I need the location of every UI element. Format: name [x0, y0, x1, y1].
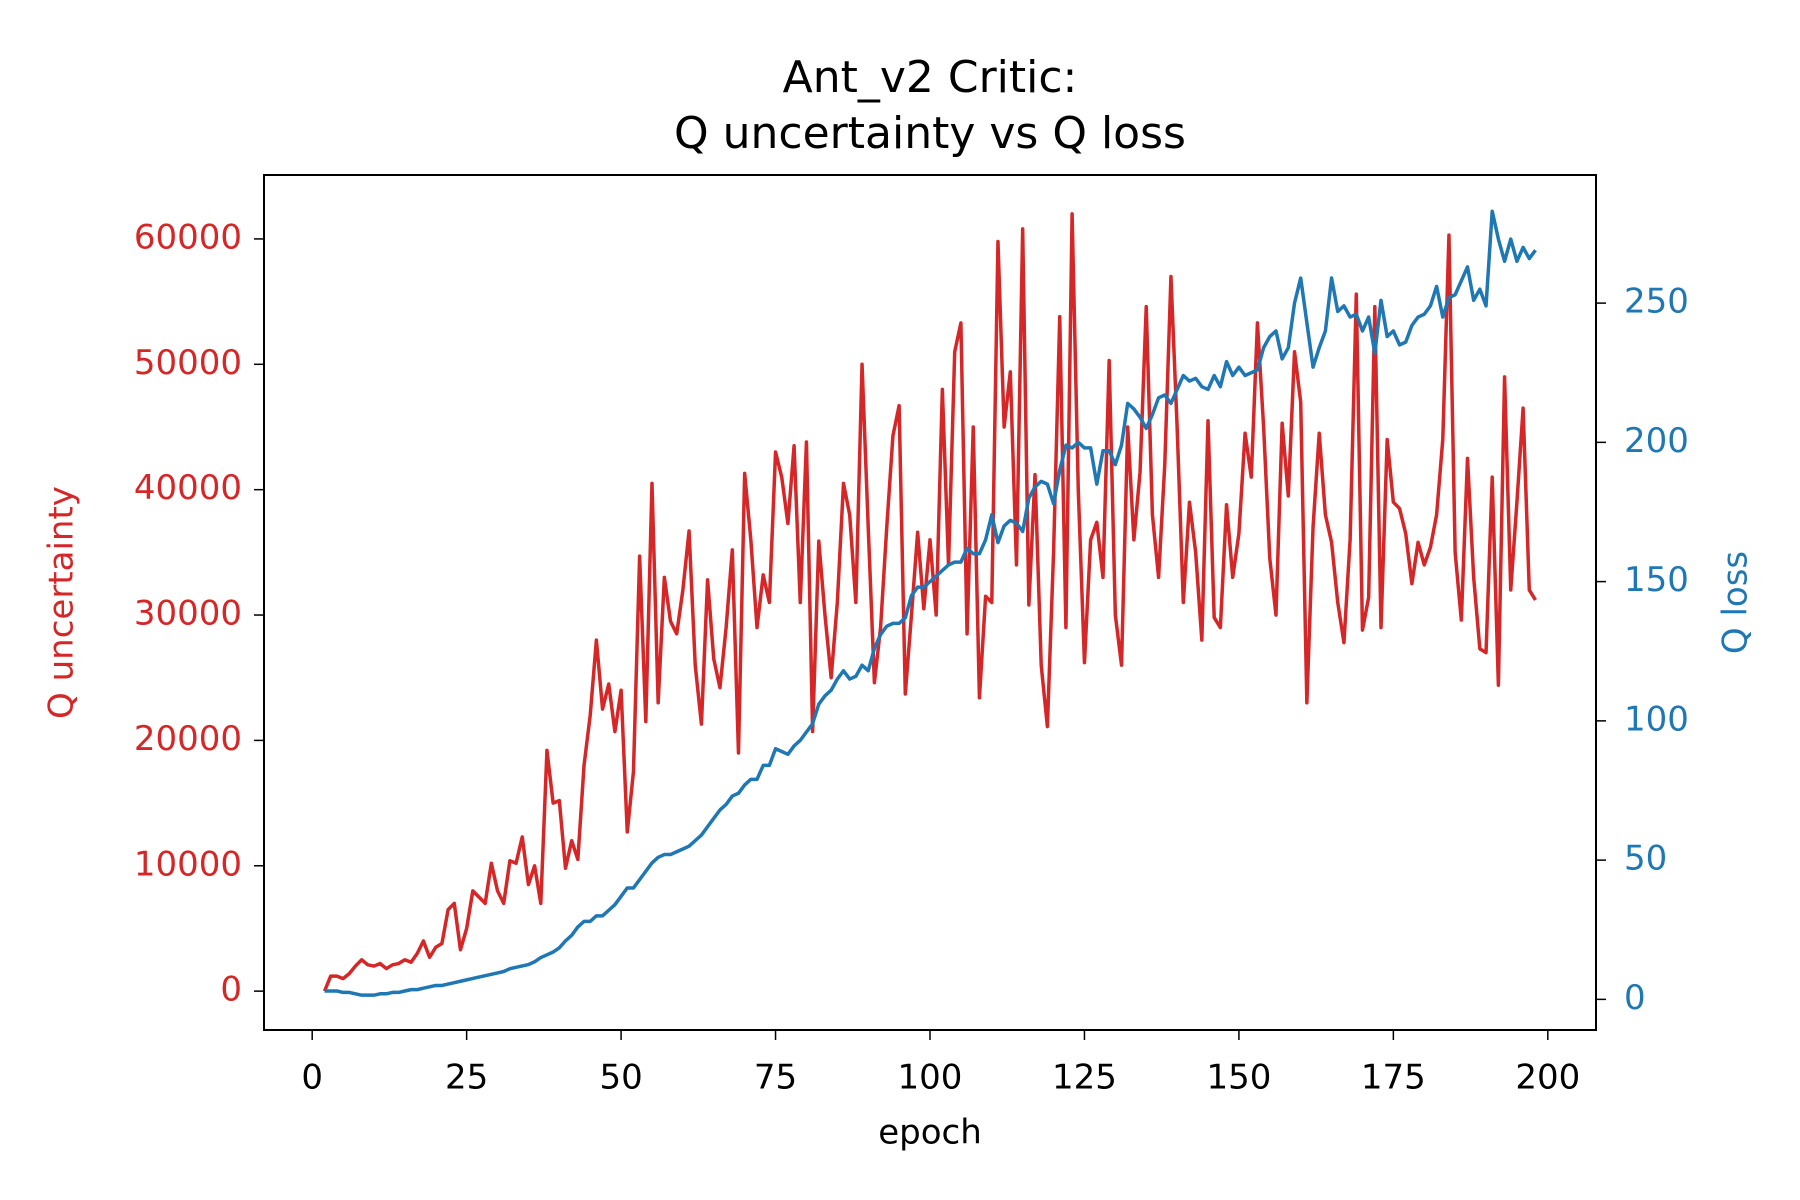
- x-tick-label: 175: [1361, 1058, 1426, 1098]
- x-tick-label: 25: [445, 1058, 488, 1098]
- x-tick-label: 50: [599, 1058, 642, 1098]
- chart-title: Ant_v2 Critic: Q uncertainty vs Q loss: [674, 52, 1186, 159]
- y-tick-label: 0: [220, 970, 242, 1010]
- y-tick-label: 50000: [134, 343, 242, 383]
- x-tick-label: 0: [301, 1058, 323, 1098]
- y-axis-label: Q uncertainty: [42, 486, 82, 719]
- y2-tick-label: 100: [1624, 699, 1689, 739]
- x-tick-label: 125: [1052, 1058, 1117, 1098]
- y2-axis-label: Q loss: [1716, 551, 1756, 654]
- series-line: [324, 209, 1537, 997]
- x-tick-label: 200: [1515, 1058, 1580, 1098]
- x-tick-label: 150: [1206, 1058, 1271, 1098]
- series-line: [322, 212, 1537, 992]
- y2-tick-label: 250: [1624, 282, 1689, 322]
- y-tick-label: 40000: [134, 468, 242, 508]
- y-tick-label: 60000: [134, 217, 242, 257]
- y2-tick-label: 50: [1624, 839, 1667, 879]
- x-axis-label: epoch: [878, 1113, 982, 1153]
- y2-tick-label: 150: [1624, 560, 1689, 600]
- y2-tick-label: 200: [1624, 421, 1689, 461]
- y2-tick-label: 0: [1624, 978, 1646, 1018]
- y-tick-label: 30000: [134, 594, 242, 634]
- plot-frame: [263, 174, 1597, 1031]
- x-tick-label: 100: [898, 1058, 963, 1098]
- y-tick-label: 10000: [134, 844, 242, 884]
- x-tick-label: 75: [754, 1058, 797, 1098]
- y-tick-label: 20000: [134, 719, 242, 759]
